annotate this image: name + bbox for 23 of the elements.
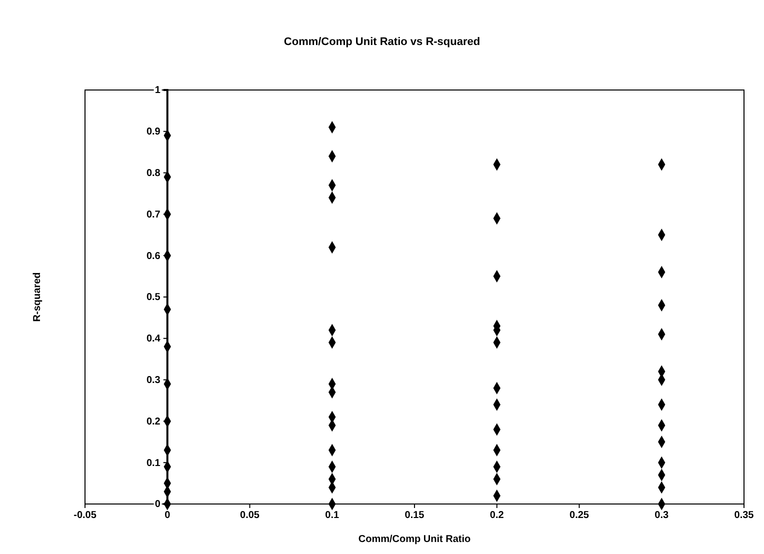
y-tick-label: 0.3	[146, 375, 161, 386]
chart-title: Comm/Comp Unit Ratio vs R-squared	[284, 36, 480, 48]
y-axis-title: R-squared	[32, 272, 43, 322]
y-tick-label: 0.2	[146, 416, 161, 428]
y-tick-label: 0.7	[146, 209, 161, 220]
y-tick-label: 0.9	[146, 126, 161, 138]
x-tick-label: 0.1	[325, 510, 340, 522]
y-tick-label: 1	[154, 85, 161, 96]
x-tick-label: 0	[164, 510, 171, 522]
x-axis-title: Comm/Comp Unit Ratio	[358, 534, 471, 545]
x-tick-label: -0.05	[74, 510, 97, 522]
y-tick-label: 0.1	[146, 458, 161, 469]
y-tick-label: 0.5	[146, 292, 161, 304]
x-tick-label: 0.15	[404, 510, 425, 522]
y-tick-label: 0.8	[146, 168, 161, 179]
x-tick-label: 0.05	[240, 510, 260, 522]
y-tick-label: 0.6	[146, 250, 161, 262]
x-tick-label: 0.2	[490, 510, 504, 522]
x-tick-label: 0.3	[654, 510, 670, 522]
x-tick-label: 0.35	[734, 510, 754, 522]
y-tick-label: 0.4	[146, 334, 161, 345]
x-tick-label: 0.25	[570, 510, 590, 522]
y-tick-label: 0	[154, 499, 161, 510]
